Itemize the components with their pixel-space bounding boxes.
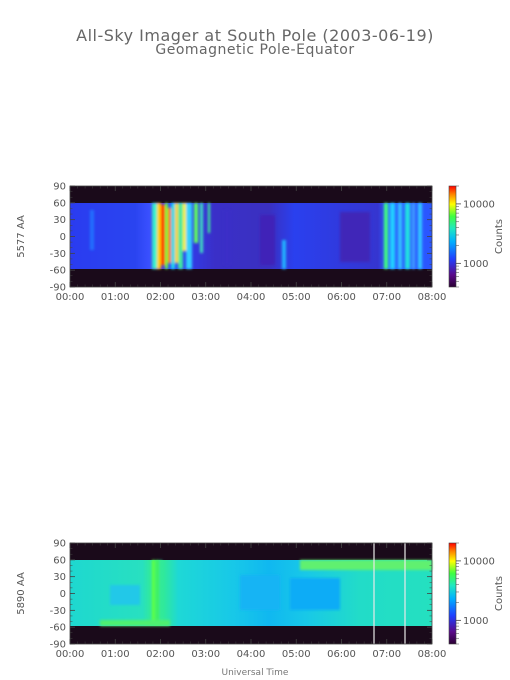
x-tick-label: 00:00 <box>56 292 85 303</box>
heatmap-5577-field <box>70 203 432 269</box>
y-tick-label: 0 <box>60 589 66 600</box>
x-tick-label: 01:00 <box>101 649 130 660</box>
x-tick-label: 08:00 <box>418 649 447 660</box>
colorbar-tick-label: 1000 <box>463 616 488 627</box>
x-tick-label: 04:00 <box>237 292 266 303</box>
x-tick-label: 00:00 <box>56 649 85 660</box>
y-tick-label: -90 <box>50 640 66 651</box>
colorbar-tick-label: 1000 <box>463 259 488 270</box>
x-tick-label: 03:00 <box>191 292 220 303</box>
y-tick-label: -60 <box>50 623 66 634</box>
heatmap-5890-structure <box>100 560 432 626</box>
y-tick-label: -90 <box>50 283 66 294</box>
chart-title: All-Sky Imager at South Pole (2003-06-19… <box>76 26 434 45</box>
colorbar-5890: 10000 1000 Counts <box>448 542 505 645</box>
x-tick-label: 05:00 <box>282 649 311 660</box>
y-tick-label: 30 <box>53 572 66 583</box>
x-tick-label: 08:00 <box>418 292 447 303</box>
y-tick-label: -30 <box>50 249 66 260</box>
panel-5890 <box>69 542 433 645</box>
x-tick-label: 02:00 <box>146 292 175 303</box>
y-tick-label: 0 <box>60 232 66 243</box>
y-tick-label: 30 <box>53 215 66 226</box>
y-tick-label: 90 <box>53 182 66 193</box>
colorbar-5577: 10000 1000 Counts <box>448 185 505 288</box>
x-tick-label: 06:00 <box>327 292 356 303</box>
x-tick-label: 04:00 <box>237 649 266 660</box>
x-tick-label: 07:00 <box>372 649 401 660</box>
colorbar-tick-label: 10000 <box>463 556 495 567</box>
y-tick-label: 90 <box>53 539 66 550</box>
x-tick-label: 06:00 <box>327 649 356 660</box>
x-axis-title: Universal Time <box>221 668 289 678</box>
y-tick-label: 60 <box>53 198 66 209</box>
y-axis-label: 5890 AA <box>16 572 27 615</box>
colorbar-label: Counts <box>494 576 505 611</box>
x-tick-label: 02:00 <box>146 649 175 660</box>
chart-subtitle: Geomagnetic Pole-Equator <box>155 42 355 58</box>
y-tick-label: -30 <box>50 606 66 617</box>
colorbar-label: Counts <box>494 219 505 254</box>
x-tick-label: 01:00 <box>101 292 130 303</box>
y-tick-label: 60 <box>53 555 66 566</box>
heatmap-5577-structure <box>90 203 422 269</box>
x-tick-label: 05:00 <box>282 292 311 303</box>
colorbar-tick-label: 10000 <box>463 199 495 210</box>
x-tick-label: 03:00 <box>191 649 220 660</box>
y-axis-label: 5577 AA <box>16 215 27 258</box>
panel-5577 <box>69 185 433 288</box>
x-tick-label: 07:00 <box>372 292 401 303</box>
y-tick-label: -60 <box>50 266 66 277</box>
